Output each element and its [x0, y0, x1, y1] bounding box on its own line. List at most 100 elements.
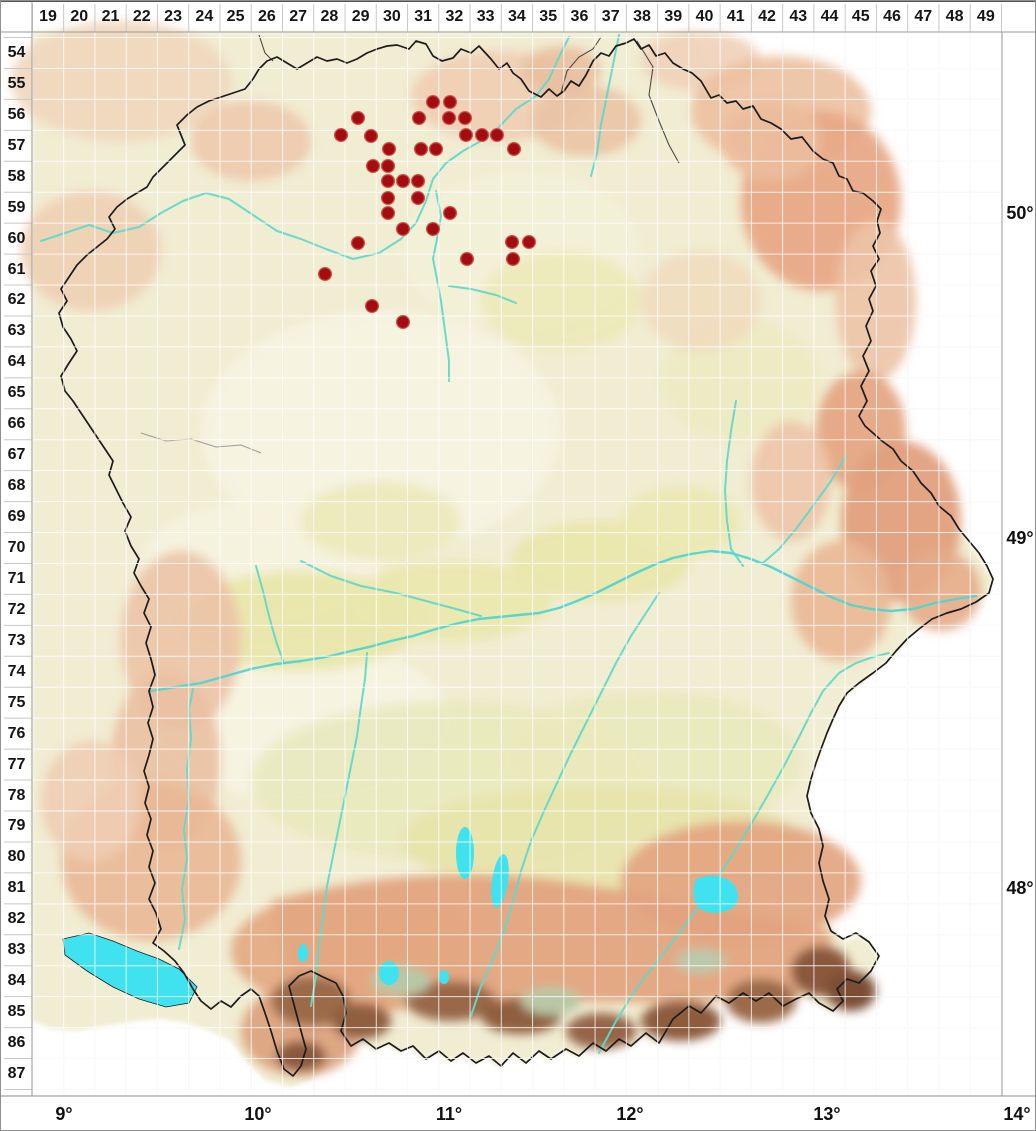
grid-column-label: 23 — [164, 8, 182, 25]
grid-row-label: 74 — [7, 662, 26, 680]
grid-column-label: 19 — [39, 8, 57, 25]
grid-row-label: 85 — [7, 1003, 26, 1021]
grid-column-label: 20 — [70, 8, 89, 25]
grid-row-label: 87 — [7, 1064, 26, 1082]
grid-column-label: 49 — [976, 8, 995, 25]
grid-row-label: 66 — [7, 415, 26, 433]
grid-column-label: 32 — [445, 8, 464, 25]
grid-column-label: 37 — [601, 8, 620, 25]
grid-row-label: 80 — [7, 848, 26, 866]
occurrence-dot — [428, 141, 444, 157]
longitude-tick-label: 12° — [616, 1104, 644, 1124]
grid-row-label: 77 — [7, 755, 26, 773]
grid-column-label: 41 — [726, 8, 745, 25]
occurrence-dot — [395, 221, 411, 237]
grid-row-label: 72 — [7, 600, 26, 618]
occurrence-dot — [350, 110, 366, 126]
grid-row-label: 56 — [7, 105, 26, 123]
grid-column-label: 30 — [382, 8, 401, 25]
longitude-tick-label: 13° — [813, 1104, 841, 1124]
grid-row-label: 59 — [7, 198, 26, 216]
grid-row-label: 54 — [7, 43, 26, 61]
grid-row-label: 64 — [7, 353, 26, 371]
grid-row-label: 62 — [7, 291, 26, 309]
occurrence-dot — [381, 141, 397, 157]
latitude-tick-label: 49° — [1006, 528, 1034, 548]
occurrence-dot — [410, 190, 426, 206]
grid-row-label: 57 — [7, 136, 26, 154]
occurrence-dot — [474, 127, 490, 143]
grid-column-label: 25 — [226, 8, 245, 25]
occurrence-dot — [380, 158, 396, 174]
occurrence-dot — [395, 173, 411, 189]
occurrence-dot — [425, 221, 441, 237]
grid-row-label: 82 — [7, 910, 26, 928]
grid-column-label: 46 — [883, 8, 901, 25]
longitude-tick-label: 14° — [1003, 1104, 1031, 1124]
occurrence-dot — [442, 94, 458, 110]
occurrence-dot — [441, 110, 457, 126]
occurrence-dot — [411, 110, 427, 126]
grid-column-label: 22 — [132, 8, 151, 25]
occurrence-dot — [380, 173, 396, 189]
grid-column-label: 38 — [633, 8, 651, 25]
grid-column-label: 47 — [914, 8, 933, 25]
grid-row-label: 79 — [7, 817, 26, 835]
grid-column-label: 24 — [195, 8, 214, 25]
grid-column-label: 48 — [945, 8, 964, 25]
occurrence-dot — [413, 141, 429, 157]
grid-row-label: 75 — [7, 693, 26, 711]
occurrence-dot — [489, 127, 505, 143]
grid-column-label: 39 — [664, 8, 683, 25]
grid-row-label: 61 — [7, 260, 26, 278]
grid-column-label: 27 — [289, 8, 308, 25]
grid-column-label: 45 — [851, 8, 870, 25]
grid-row-label: 86 — [7, 1034, 26, 1052]
grid-column-label: 36 — [570, 8, 589, 25]
occurrence-dots-layer — [317, 94, 537, 330]
occurrence-dot — [442, 205, 458, 221]
occurrence-dot — [380, 190, 396, 206]
grid-column-label: 31 — [414, 8, 433, 25]
grid-row-label: 71 — [7, 569, 26, 587]
occurrence-dot — [505, 251, 521, 267]
occurrence-dot — [521, 234, 537, 250]
grid-row-label: 83 — [7, 941, 26, 959]
grid-row-label: 65 — [7, 384, 26, 402]
occurrence-dot — [364, 298, 380, 314]
occurrence-dot — [350, 235, 366, 251]
occurrence-dot — [504, 234, 520, 250]
grid-column-label: 44 — [820, 8, 839, 25]
grid-row-label: 81 — [7, 879, 26, 897]
grid-overlay — [31, 32, 1002, 1096]
occurrence-dot — [365, 158, 381, 174]
occurrence-dot — [380, 205, 396, 221]
occurrence-dot — [459, 251, 475, 267]
occurrence-dot — [395, 314, 411, 330]
longitude-tick-label: 10° — [244, 1104, 272, 1124]
grid-row-label: 58 — [7, 167, 26, 185]
occurrence-dot — [506, 141, 522, 157]
grid-row-label: 55 — [7, 74, 26, 92]
grid-row-label: 70 — [7, 539, 26, 556]
grid-row-label: 78 — [7, 786, 26, 804]
occurrence-dot — [363, 128, 379, 144]
grid-row-label: 63 — [7, 322, 26, 340]
bavaria-border — [58, 38, 994, 1077]
occurrence-dot — [317, 266, 333, 282]
grid-column-label: 35 — [539, 8, 558, 25]
latitude-tick-label: 50° — [1006, 203, 1034, 223]
grid-row-label: 84 — [7, 972, 26, 990]
rivers-layer — [40, 34, 978, 1054]
grid-column-label: 29 — [351, 8, 370, 25]
grid-column-label: 42 — [758, 8, 776, 25]
grid-column-label: 43 — [789, 8, 808, 25]
grid-column-label: 26 — [257, 8, 276, 25]
latitude-tick-label: 48° — [1006, 878, 1034, 898]
grid-column-label: 28 — [320, 8, 339, 25]
occurrence-dot — [457, 110, 473, 126]
occurrence-dot — [458, 127, 474, 143]
occurrence-dot — [425, 94, 441, 110]
